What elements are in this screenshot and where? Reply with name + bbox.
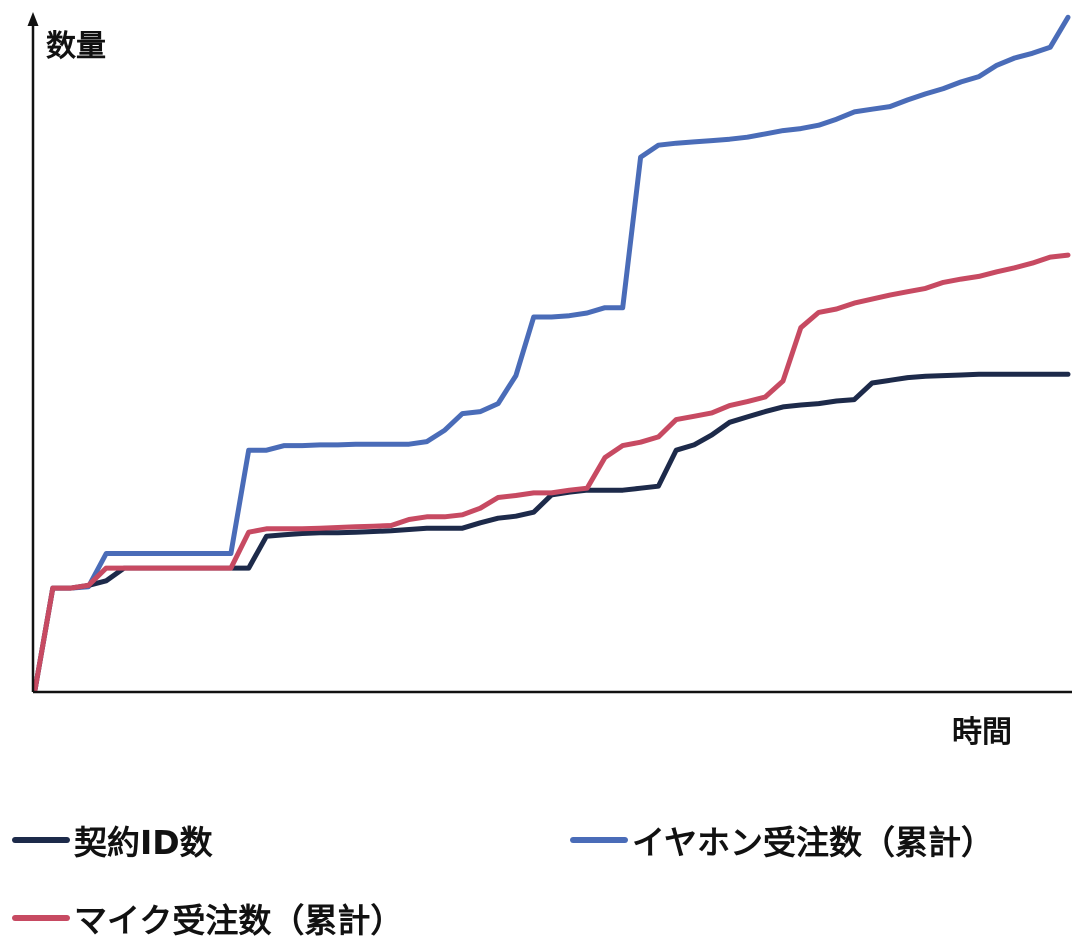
series-line-contract-ids bbox=[32, 371, 1071, 693]
legend-item-earphone-orders: イヤホン受注数（累計） bbox=[570, 816, 994, 864]
legend-label: イヤホン受注数（累計） bbox=[632, 823, 995, 862]
legend-label: マイク受注数（累計） bbox=[74, 901, 404, 940]
legend-swatch bbox=[12, 915, 70, 921]
series-line-mic-orders bbox=[32, 252, 1071, 693]
legend-swatch bbox=[570, 837, 628, 843]
y-axis-arrow-icon bbox=[27, 12, 39, 26]
legend-item-contract-ids: 契約ID数 bbox=[12, 816, 213, 864]
series-line-earphone-orders bbox=[32, 14, 1071, 693]
series-layer bbox=[32, 14, 1071, 693]
legend-label: 契約ID数 bbox=[74, 823, 213, 862]
y-axis-label: 数量 bbox=[46, 29, 106, 64]
legend-item-mic-orders: マイク受注数（累計） bbox=[12, 894, 403, 942]
legend-swatch bbox=[12, 837, 70, 843]
x-axis-label: 時間 bbox=[952, 715, 1012, 750]
